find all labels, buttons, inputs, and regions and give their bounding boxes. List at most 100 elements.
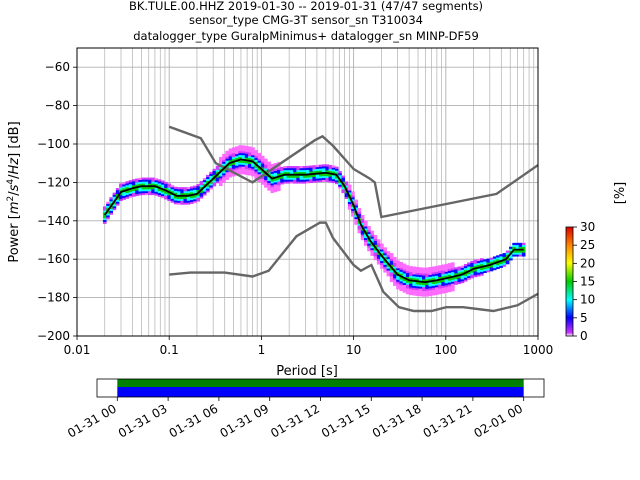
psd-cell bbox=[476, 274, 481, 277]
psd-cell bbox=[505, 250, 510, 253]
psd-cell bbox=[370, 232, 375, 235]
psd-cell bbox=[415, 266, 420, 270]
psd-cell bbox=[402, 263, 407, 266]
psd-cell bbox=[173, 196, 178, 199]
psd-cell bbox=[370, 247, 375, 251]
psd-cell bbox=[521, 246, 526, 249]
psd-cell bbox=[399, 281, 404, 284]
psd-cell bbox=[428, 282, 433, 285]
psd-cell bbox=[264, 166, 268, 169]
psd-cell bbox=[341, 190, 346, 194]
psd-cell bbox=[434, 285, 439, 288]
psd-cell bbox=[438, 292, 442, 295]
psd-cell bbox=[409, 283, 413, 286]
psd-cell bbox=[177, 192, 181, 196]
psd-cell bbox=[164, 193, 168, 196]
psd-cell bbox=[276, 188, 281, 192]
psd-cell bbox=[125, 185, 130, 188]
psd-cell bbox=[225, 171, 230, 175]
psd-cell bbox=[402, 290, 407, 293]
psd-cell bbox=[480, 273, 484, 276]
psd-cell bbox=[364, 241, 368, 244]
psd-cell bbox=[151, 183, 155, 186]
psd-cell bbox=[476, 260, 481, 264]
psd-cell bbox=[212, 182, 217, 185]
psd-cell bbox=[364, 243, 368, 246]
psd-cell bbox=[241, 160, 246, 163]
psd-cell bbox=[260, 182, 265, 185]
psd-cell bbox=[386, 253, 391, 256]
psd-cell bbox=[422, 273, 426, 276]
psd-cell bbox=[215, 175, 220, 178]
psd-cell bbox=[470, 264, 474, 267]
psd-cell bbox=[257, 179, 262, 182]
psd-cell bbox=[218, 162, 223, 165]
psd-cell bbox=[296, 179, 300, 182]
psd-cell bbox=[177, 196, 181, 199]
psd-cell bbox=[141, 181, 146, 184]
psd-cell bbox=[247, 169, 252, 172]
psd-cell bbox=[209, 187, 213, 190]
psd-cell bbox=[431, 281, 436, 285]
psd-cell bbox=[228, 165, 233, 168]
psd-cell bbox=[492, 256, 497, 259]
psd-cell bbox=[364, 230, 368, 233]
psd-cell bbox=[144, 189, 149, 192]
psd-cell bbox=[247, 163, 252, 166]
psd-cell bbox=[183, 198, 188, 201]
psd-cell bbox=[399, 284, 404, 288]
psd-cell bbox=[425, 294, 429, 297]
psd-cell bbox=[247, 150, 252, 153]
psd-cell bbox=[267, 180, 271, 183]
psd-cell bbox=[480, 267, 484, 270]
psd-cell bbox=[441, 281, 445, 285]
psd-cell bbox=[154, 178, 159, 181]
psd-cell bbox=[112, 202, 117, 205]
psd-cell bbox=[225, 166, 230, 169]
psd-cell bbox=[364, 239, 368, 242]
psd-cell bbox=[164, 197, 168, 200]
psd-cell bbox=[151, 177, 155, 180]
psd-cell bbox=[264, 179, 268, 182]
psd-cell bbox=[309, 178, 313, 182]
psd-cell bbox=[293, 169, 297, 173]
psd-cell bbox=[222, 163, 226, 166]
psd-cell bbox=[305, 177, 310, 180]
psd-cell bbox=[296, 171, 300, 174]
psd-cell bbox=[351, 206, 355, 209]
psd-cell bbox=[412, 274, 416, 277]
psd-cell bbox=[218, 176, 223, 179]
psd-cell bbox=[202, 181, 207, 184]
colorbar-tick-label: 10 bbox=[580, 293, 595, 307]
psd-cell bbox=[238, 170, 242, 173]
psd-cell bbox=[409, 277, 413, 280]
psd-cell bbox=[144, 177, 149, 180]
psd-cell bbox=[312, 178, 317, 181]
psd-cell bbox=[180, 187, 184, 190]
psd-cell bbox=[254, 155, 259, 159]
psd-cell bbox=[383, 247, 387, 250]
psd-cell bbox=[270, 185, 275, 188]
psd-cell bbox=[247, 154, 252, 157]
psd-cell bbox=[180, 200, 184, 203]
psd-cell bbox=[393, 283, 397, 286]
psd-cell bbox=[422, 271, 426, 274]
psd-cell bbox=[338, 180, 342, 183]
psd-cell bbox=[119, 187, 123, 190]
psd-cell bbox=[505, 258, 510, 261]
y-tick-label: −140 bbox=[37, 214, 70, 228]
psd-cell bbox=[431, 272, 436, 275]
psd-cell bbox=[315, 166, 320, 170]
psd-cell bbox=[489, 267, 494, 270]
psd-cell bbox=[218, 178, 223, 181]
psd-cell bbox=[251, 151, 255, 154]
psd-cell bbox=[276, 177, 281, 180]
psd-cell bbox=[418, 282, 423, 285]
psd-cell bbox=[447, 280, 452, 283]
y-tick-label: −200 bbox=[37, 329, 70, 343]
psd-cell bbox=[338, 171, 342, 174]
psd-cell bbox=[218, 181, 223, 185]
psd-cell bbox=[376, 252, 381, 255]
psd-cell bbox=[396, 269, 400, 273]
psd-cell bbox=[122, 193, 126, 197]
